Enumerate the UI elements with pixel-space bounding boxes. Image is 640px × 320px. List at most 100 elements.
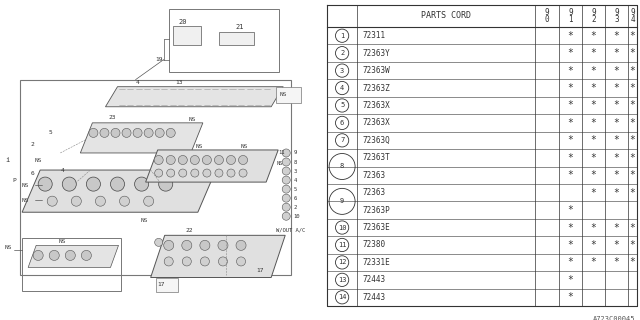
Text: *: * (591, 31, 596, 41)
Circle shape (218, 240, 228, 250)
Text: *: * (591, 170, 596, 180)
Text: 23: 23 (108, 115, 116, 120)
Text: *: * (591, 135, 596, 145)
Text: NS: NS (189, 117, 196, 122)
Text: 4: 4 (340, 85, 344, 91)
Circle shape (239, 156, 248, 164)
Text: 13: 13 (338, 277, 346, 283)
Text: NS: NS (34, 157, 42, 163)
Text: *: * (630, 135, 636, 145)
Text: 72363E: 72363E (362, 223, 390, 232)
Text: *: * (614, 48, 620, 58)
Circle shape (200, 257, 209, 266)
Text: 1: 1 (568, 15, 573, 25)
Text: NS: NS (241, 144, 248, 149)
Text: *: * (568, 240, 573, 250)
Text: *: * (630, 188, 636, 198)
Circle shape (214, 156, 223, 164)
Circle shape (38, 177, 52, 191)
Bar (156, 277, 178, 292)
Text: 5: 5 (293, 187, 296, 192)
Circle shape (237, 257, 246, 266)
Text: 0: 0 (545, 15, 549, 25)
Text: 3: 3 (614, 15, 619, 25)
Text: *: * (630, 240, 636, 250)
Bar (276, 87, 301, 103)
Circle shape (179, 156, 188, 164)
Circle shape (236, 240, 246, 250)
Circle shape (71, 196, 81, 206)
Bar (22, 238, 120, 291)
Text: *: * (591, 240, 596, 250)
Circle shape (133, 128, 142, 137)
Text: 17: 17 (157, 282, 165, 287)
Circle shape (164, 257, 173, 266)
Text: 72380: 72380 (362, 240, 385, 250)
Text: 9: 9 (568, 8, 573, 17)
Circle shape (282, 158, 291, 166)
Text: NS: NS (279, 92, 287, 97)
Text: *: * (568, 66, 573, 76)
Text: *: * (630, 118, 636, 128)
Text: NS: NS (196, 144, 204, 149)
Text: 20: 20 (179, 20, 188, 25)
Text: *: * (614, 257, 620, 268)
Text: 8: 8 (340, 164, 344, 170)
Circle shape (134, 177, 148, 191)
Text: 9: 9 (591, 8, 596, 17)
Circle shape (164, 240, 173, 250)
Text: A723C00045: A723C00045 (593, 316, 635, 320)
Text: 11: 11 (278, 150, 285, 156)
Text: 10: 10 (338, 225, 346, 230)
Circle shape (100, 128, 109, 137)
Text: 4: 4 (60, 168, 64, 172)
Text: *: * (568, 31, 573, 41)
Text: 2: 2 (293, 205, 296, 210)
Text: *: * (630, 257, 636, 268)
Circle shape (282, 212, 291, 220)
Circle shape (155, 169, 163, 177)
Text: 72363P: 72363P (362, 205, 390, 215)
Text: 4: 4 (630, 15, 635, 25)
Text: *: * (630, 153, 636, 163)
Circle shape (120, 196, 129, 206)
Circle shape (89, 128, 98, 137)
Text: 72363X: 72363X (362, 101, 390, 110)
Text: *: * (591, 83, 596, 93)
Polygon shape (146, 150, 278, 182)
Polygon shape (150, 235, 285, 277)
Text: *: * (568, 83, 573, 93)
Text: 1: 1 (340, 33, 344, 39)
Text: 4: 4 (293, 178, 296, 183)
Circle shape (203, 169, 211, 177)
Text: 6: 6 (293, 196, 296, 201)
Circle shape (111, 128, 120, 137)
Text: 6: 6 (30, 171, 34, 176)
Text: *: * (591, 257, 596, 268)
Text: 72363T: 72363T (362, 153, 390, 162)
Text: *: * (614, 118, 620, 128)
Text: 72443: 72443 (362, 275, 385, 284)
Text: NS: NS (5, 245, 13, 250)
Circle shape (81, 250, 92, 260)
Text: 9: 9 (293, 150, 296, 156)
Text: *: * (568, 48, 573, 58)
Text: *: * (568, 275, 573, 285)
Text: *: * (630, 66, 636, 76)
Circle shape (95, 196, 106, 206)
Text: 72363: 72363 (362, 188, 385, 197)
Text: *: * (591, 222, 596, 233)
Text: *: * (614, 83, 620, 93)
Text: *: * (614, 240, 620, 250)
Text: *: * (568, 100, 573, 110)
Circle shape (282, 194, 291, 202)
Circle shape (182, 240, 192, 250)
Text: 72443: 72443 (362, 293, 385, 302)
Text: *: * (614, 135, 620, 145)
Circle shape (282, 185, 291, 193)
Text: *: * (568, 170, 573, 180)
Text: 3: 3 (340, 68, 344, 74)
Circle shape (122, 128, 131, 137)
Text: *: * (568, 153, 573, 163)
Text: *: * (614, 170, 620, 180)
